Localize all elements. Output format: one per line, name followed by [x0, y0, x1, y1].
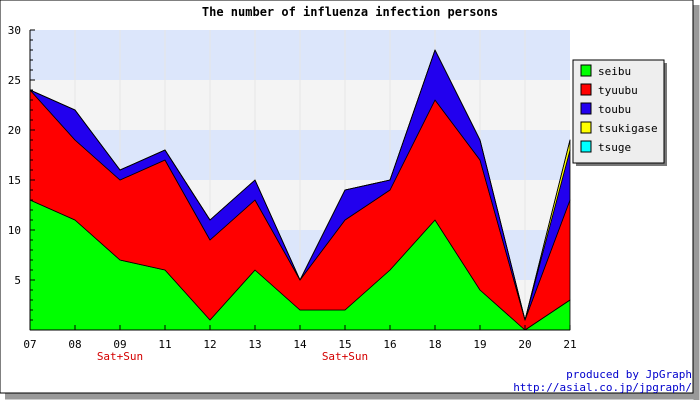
weekend-label: Sat+Sun [322, 350, 368, 363]
legend-swatch-seibu [580, 64, 592, 77]
legend-swatch-tyuubu [580, 83, 592, 96]
x-tick-label: 13 [248, 338, 261, 351]
legend-label-seibu: seibu [598, 65, 631, 78]
y-tick-label: 20 [8, 124, 21, 137]
chart-shadow-bottom [5, 393, 697, 400]
y-tick-label: 30 [8, 24, 21, 37]
legend-swatch-tsuge [580, 140, 592, 153]
x-tick-label: 12 [203, 338, 216, 351]
weekend-label: Sat+Sun [97, 350, 143, 363]
legend-swatch-toubu [580, 102, 592, 115]
x-tick-label: 19 [473, 338, 486, 351]
x-tick-label: 07 [23, 338, 36, 351]
legend-label-tyuubu: tyuubu [598, 84, 638, 97]
x-tick-label: 15 [338, 338, 351, 351]
series-areas [29, 49, 571, 331]
y-tick-label: 5 [14, 274, 21, 287]
chart-shadow-right [693, 5, 700, 400]
legend-label-tsuge: tsuge [598, 141, 631, 154]
x-tick-label: 08 [68, 338, 81, 351]
chart-title: The number of influenza infection person… [202, 5, 498, 19]
x-tick-label: 09 [113, 338, 126, 351]
x-tick-label: 14 [293, 338, 307, 351]
x-tick-label: 16 [383, 338, 396, 351]
axes: 5 10 15 20 25 30 07 08 09 11 12 13 14 15 16 18 19 20 21 Sat… [8, 24, 577, 363]
x-tick-label: 20 [518, 338, 531, 351]
y-tick-label: 15 [8, 174, 21, 187]
legend-label-toubu: toubu [598, 103, 631, 116]
legend-swatch-tsukigase [580, 121, 592, 134]
x-tick-label: 21 [563, 338, 576, 351]
legend: seibu tyuubu toubu tsukigase tsuge [572, 59, 667, 166]
y-tick-label: 10 [8, 224, 21, 237]
x-tick-label: 18 [428, 338, 441, 351]
credit-line-1: produced by JpGraph [566, 368, 692, 381]
x-tick-label: 11 [158, 338, 171, 351]
area-series-tsuge [29, 49, 571, 321]
credit-line-2[interactable]: http://asial.co.jp/jpgraph/ [513, 381, 692, 394]
legend-label-tsukigase: tsukigase [598, 122, 658, 135]
y-tick-label: 25 [8, 74, 21, 87]
